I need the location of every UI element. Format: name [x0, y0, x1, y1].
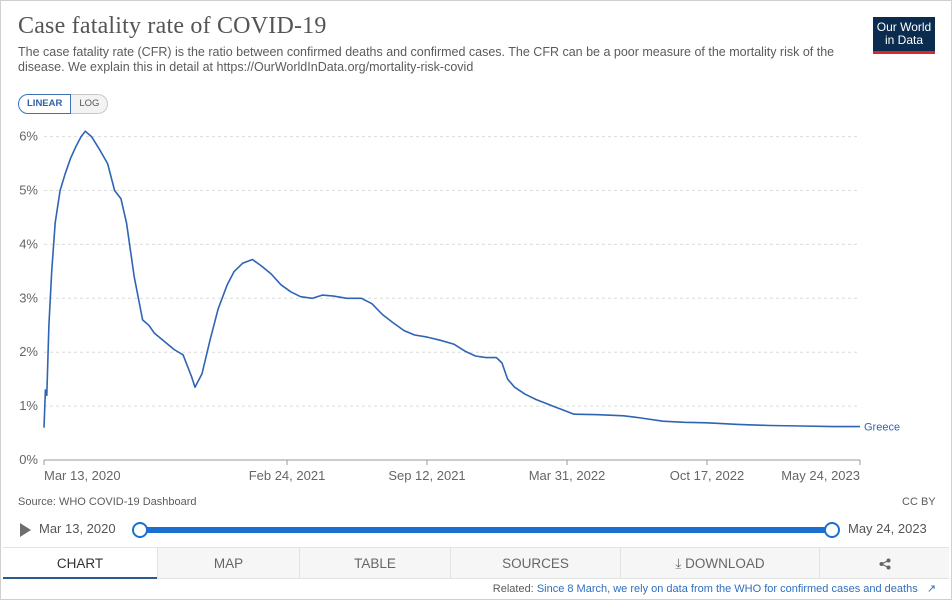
- x-tick-label: May 24, 2023: [781, 468, 860, 483]
- timeline-start-handle[interactable]: [132, 522, 148, 538]
- log-scale-button[interactable]: LOG: [71, 94, 109, 114]
- tab-map[interactable]: MAP: [157, 548, 299, 579]
- linear-scale-button[interactable]: LINEAR: [18, 94, 72, 114]
- series-layer: Greece: [43, 130, 900, 434]
- series-label[interactable]: Greece: [864, 422, 900, 434]
- tab-table[interactable]: TABLE: [299, 548, 450, 579]
- tab-download-label: DOWNLOAD: [685, 556, 765, 571]
- play-icon[interactable]: [20, 523, 31, 537]
- x-tick-label: Sep 12, 2021: [388, 468, 465, 483]
- chart-subtitle: The case fatality rate (CFR) is the rati…: [18, 45, 835, 74]
- y-tick-label: 6%: [19, 129, 38, 144]
- tab-sources[interactable]: SOURCES: [450, 548, 620, 579]
- y-tick-label: 3%: [19, 290, 38, 305]
- timeline-end-label: May 24, 2023: [848, 521, 927, 536]
- source-note[interactable]: Source: WHO COVID-19 Dashboard: [18, 496, 197, 508]
- grid: [44, 136, 860, 407]
- timeline-start-label: Mar 13, 2020: [39, 521, 116, 536]
- logo-line-1: Our World: [876, 20, 932, 34]
- logo-line-2: in Data: [884, 33, 924, 47]
- chart-title: Case fatality rate of COVID-19: [18, 13, 327, 39]
- tab-download[interactable]: ⤓ DOWNLOAD: [620, 548, 819, 579]
- license-label[interactable]: CC BY: [902, 496, 936, 508]
- x-tick-label: Feb 24, 2021: [249, 468, 326, 483]
- download-icon: ⤓: [675, 556, 686, 571]
- y-tick-label: 1%: [19, 398, 38, 413]
- y-tick-label: 5%: [19, 183, 38, 198]
- series-line-greece[interactable]: [43, 130, 860, 428]
- x-tick-label: Mar 31, 2022: [529, 468, 606, 483]
- line-chart: 0% 1% 2% 3% 4% 5% 6% Mar 13, 2020 Feb 24, 2021 S…: [19, 129, 900, 483]
- external-link-icon[interactable]: ↗: [926, 583, 936, 595]
- x-tick-label: Oct 17, 2022: [670, 468, 744, 483]
- x-tick-label: Mar 13, 2020: [44, 468, 121, 483]
- tab-bar: CHART MAP TABLE SOURCES ⤓ DOWNLOAD: [3, 547, 949, 579]
- owid-logo[interactable]: Our World in Data: [873, 17, 935, 54]
- related-prefix: Related:: [492, 583, 534, 595]
- share-icon: [879, 558, 890, 570]
- related-link[interactable]: Since 8 March, we rely on data from the …: [536, 583, 918, 595]
- scale-toggle: LINEAR LOG: [18, 94, 109, 114]
- y-tick-label: 2%: [19, 344, 38, 359]
- y-tick-label: 4%: [19, 236, 38, 251]
- share-button[interactable]: [819, 548, 949, 579]
- timeline-track[interactable]: [141, 527, 831, 533]
- y-axis: 0% 1% 2% 3% 4% 5% 6%: [19, 129, 38, 467]
- timeline-end-handle[interactable]: [824, 522, 840, 538]
- related-note: Related: Since 8 March, we rely on data …: [493, 582, 936, 595]
- y-tick-label: 0%: [19, 452, 38, 467]
- tab-chart[interactable]: CHART: [3, 548, 157, 579]
- x-axis: Mar 13, 2020 Feb 24, 2021 Sep 12, 2021 Mar …: [43, 459, 861, 483]
